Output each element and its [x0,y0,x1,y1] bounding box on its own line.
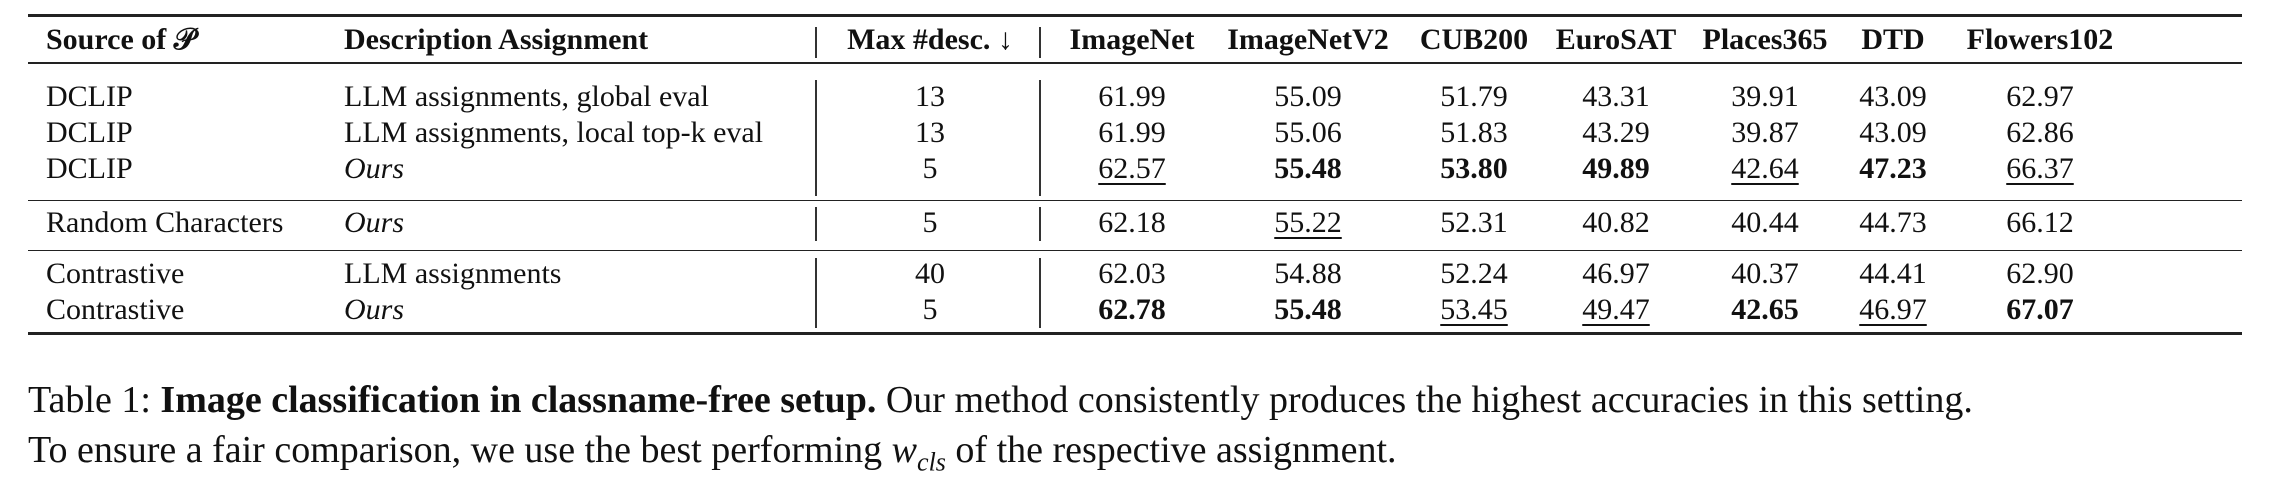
cell-imagenet: 62.03 [1098,257,1166,290]
cell-imagenet: 61.99 [1098,80,1166,113]
cell-eurosat: 43.29 [1582,116,1650,149]
cell-maxdesc: 5 [922,293,938,326]
math-var: w [891,429,918,471]
caption-body: To ensure a fair comparison, we use the … [28,429,892,471]
cell-imagenet: 62.18 [1098,206,1166,239]
cell-flowers102: 66.12 [2006,206,2074,239]
cell-cub200: 52.24 [1440,257,1508,290]
col-separator [1039,80,1041,196]
caption-line-1: Table 1: Image classification in classna… [28,375,2248,425]
cell-assignment: LLM assignments, global eval [344,80,709,113]
cell-imagenet: 61.99 [1098,116,1166,149]
cell-places365: 42.65 [1731,293,1799,326]
cell-maxdesc: 5 [922,152,938,185]
cell-assignment: Ours [344,293,405,326]
caption-title: Image classification in classname-free s… [160,379,877,421]
cell-imagenetv2: 54.88 [1274,257,1342,290]
cell-places365: 40.37 [1731,257,1799,290]
caption-body: of the respective assignment. [945,429,1397,471]
cell-places365: 39.87 [1731,116,1799,149]
math-subscript: cls [917,447,946,477]
cell-imagenetv2: 55.22 [1274,206,1342,239]
cell-imagenet: 62.57 [1098,152,1166,185]
cell-dtd: 46.97 [1859,293,1927,326]
cell-flowers102: 62.97 [2006,80,2074,113]
header-cub200: CUB200 [1419,23,1529,56]
cell-eurosat: 49.89 [1582,152,1650,185]
top-rule [28,14,2242,17]
cell-flowers102: 67.07 [2006,293,2074,326]
col-separator [815,207,817,241]
cell-imagenetv2: 55.09 [1274,80,1342,113]
bottom-rule [28,332,2242,335]
cell-dtd: 44.73 [1859,206,1927,239]
col-separator [815,27,817,58]
cell-cub200: 53.80 [1440,152,1508,185]
header-dtd: DTD [1861,23,1925,56]
caption-body: Our method consistently produces the hig… [876,379,1973,421]
cell-dtd: 44.41 [1859,257,1927,290]
header-places365: Places365 [1702,23,1828,56]
cell-places365: 40.44 [1731,206,1799,239]
cell-eurosat: 40.82 [1582,206,1650,239]
cell-source: Contrastive [46,257,185,290]
cell-dtd: 43.09 [1859,80,1927,113]
cell-cub200: 51.79 [1440,80,1508,113]
cell-maxdesc: 13 [915,116,945,149]
cell-eurosat: 43.31 [1582,80,1650,113]
cell-source: Random Characters [46,206,284,239]
header-maxdesc: Max #desc. ↓ [847,23,1013,56]
cell-imagenet: 62.78 [1098,293,1166,326]
col-separator [815,80,817,196]
header-eurosat: EuroSAT [1555,23,1677,56]
group-rule-2 [28,250,2242,251]
cell-flowers102: 62.86 [2006,116,2074,149]
cell-dtd: 43.09 [1859,116,1927,149]
cell-source: DCLIP [46,80,133,113]
cell-assignment: Ours [344,152,405,185]
math-weight-symbol: wcls [891,429,946,477]
col-separator [1039,27,1041,58]
header-flowers102: Flowers102 [1966,23,2114,56]
cell-dtd: 47.23 [1859,152,1927,185]
cell-source: DCLIP [46,116,133,149]
cell-cub200: 51.83 [1440,116,1508,149]
cell-places365: 42.64 [1731,152,1799,185]
group-rule-1 [28,200,2242,201]
cell-assignment: LLM assignments, local top-k eval [344,116,764,149]
col-separator [1039,207,1041,241]
cell-eurosat: 49.47 [1582,293,1650,326]
caption-prefix: Table 1: [28,379,161,421]
cell-maxdesc: 5 [922,206,938,239]
cell-imagenetv2: 55.06 [1274,116,1342,149]
header-imagenetv2: ImageNetV2 [1227,23,1389,56]
cell-places365: 39.91 [1731,80,1799,113]
header-source: Source of 𝒫 [46,23,196,56]
table-caption: Table 1: Image classification in classna… [28,375,2248,488]
results-table: Source of 𝒫 Description Assignment Max #… [28,0,2242,340]
cell-source: DCLIP [46,152,133,185]
col-separator [1039,258,1041,328]
cell-flowers102: 66.37 [2006,152,2074,185]
col-separator [815,258,817,328]
cell-imagenetv2: 55.48 [1274,152,1342,185]
cell-flowers102: 62.90 [2006,257,2074,290]
cell-assignment: Ours [344,206,405,239]
cell-maxdesc: 40 [915,257,945,290]
cell-cub200: 53.45 [1440,293,1508,326]
cell-eurosat: 46.97 [1582,257,1650,290]
header-imagenet: ImageNet [1069,23,1195,56]
caption-line-2: To ensure a fair comparison, we use the … [28,425,2248,488]
cell-assignment: LLM assignments [344,257,562,290]
cell-source: Contrastive [46,293,185,326]
cell-maxdesc: 13 [915,80,945,113]
cell-imagenetv2: 55.48 [1274,293,1342,326]
cell-cub200: 52.31 [1440,206,1508,239]
header-rule [28,62,2242,64]
header-assignment: Description Assignment [344,23,649,56]
